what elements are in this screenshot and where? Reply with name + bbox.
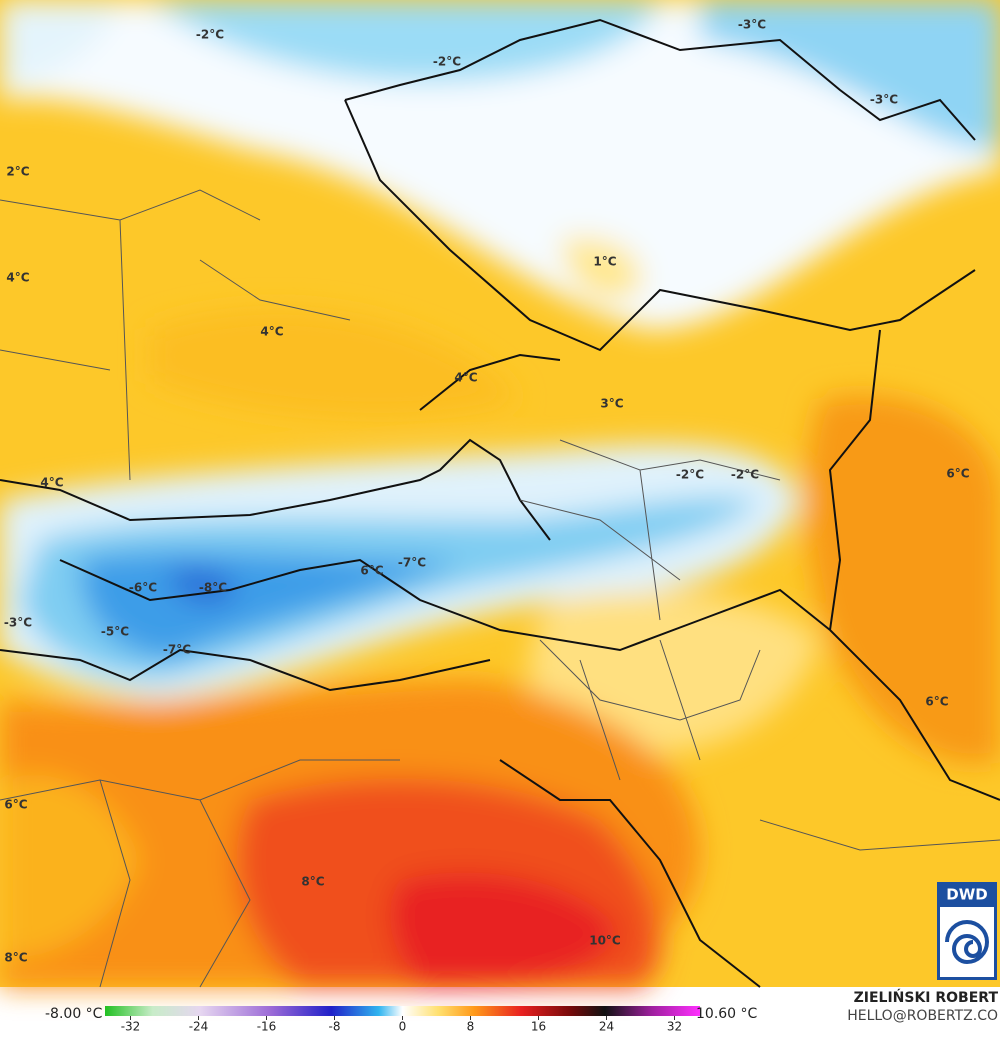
contour-label: 6°C: [4, 798, 27, 812]
credit-name: ZIELIŃSKI ROBERT: [854, 988, 999, 1006]
colorbar-tick-label: 16: [531, 1020, 546, 1034]
contour-label: -7°C: [163, 643, 191, 657]
colorbar-tick-label: -16: [257, 1020, 277, 1034]
contour-label: 6°C: [925, 695, 948, 709]
colorbar-tick-label: 32: [667, 1020, 682, 1034]
contour-label: 4°C: [6, 271, 29, 285]
contour-label: -3°C: [4, 616, 32, 630]
contour-label: 4°C: [40, 476, 63, 490]
dwd-logo-swirl: [945, 920, 989, 965]
colorbar-min: -8.00 °C: [45, 1006, 103, 1022]
contour-label: -6°C: [129, 581, 157, 595]
contour-label: -2°C: [196, 28, 224, 42]
colorbar-tick-label: 8: [467, 1020, 475, 1034]
contour-label: -7°C: [398, 556, 426, 570]
colorbar-tick-label: 24: [599, 1020, 614, 1034]
contour-label: -3°C: [870, 93, 898, 107]
contour-label: -8°C: [199, 581, 227, 595]
contour-label: 3°C: [600, 397, 623, 411]
colorbar-tick-label: 0: [399, 1020, 407, 1034]
colorbar-tick-label: -32: [121, 1020, 141, 1034]
contour-label: -2°C: [731, 468, 759, 482]
contour-label: 1°C: [593, 255, 616, 269]
contour-label: -5°C: [101, 625, 129, 639]
credit-email: HELLO@ROBERTZ.CO: [847, 1008, 998, 1024]
contour-label: 4°C: [260, 325, 283, 339]
contour-labels: -2°C -2°C -3°C -3°C 2°C 1°C 4°C 4°C 4°C 3°C -2°C -2…: [4, 18, 970, 965]
contour-label: -2°C: [433, 55, 461, 69]
contour-label: 8°C: [4, 951, 27, 965]
colorbar-tick-label: -24: [189, 1020, 209, 1034]
colorbar: [105, 1006, 700, 1016]
dwd-logo-text: DWD: [946, 886, 987, 904]
contour-label: -2°C: [676, 468, 704, 482]
contour-label: 6°C: [360, 564, 383, 578]
contour-label: 4°C: [454, 371, 477, 385]
contour-label: 8°C: [301, 875, 324, 889]
map-field: DWD: [0, 0, 1000, 988]
contour-label: 2°C: [6, 165, 29, 179]
colorbar-max: 10.60 °C: [696, 1006, 758, 1022]
contour-label: 6°C: [946, 467, 969, 481]
contour-label: -3°C: [738, 18, 766, 32]
colorbar-tick-label: -8: [329, 1020, 341, 1034]
contour-label: 10°C: [589, 934, 621, 948]
